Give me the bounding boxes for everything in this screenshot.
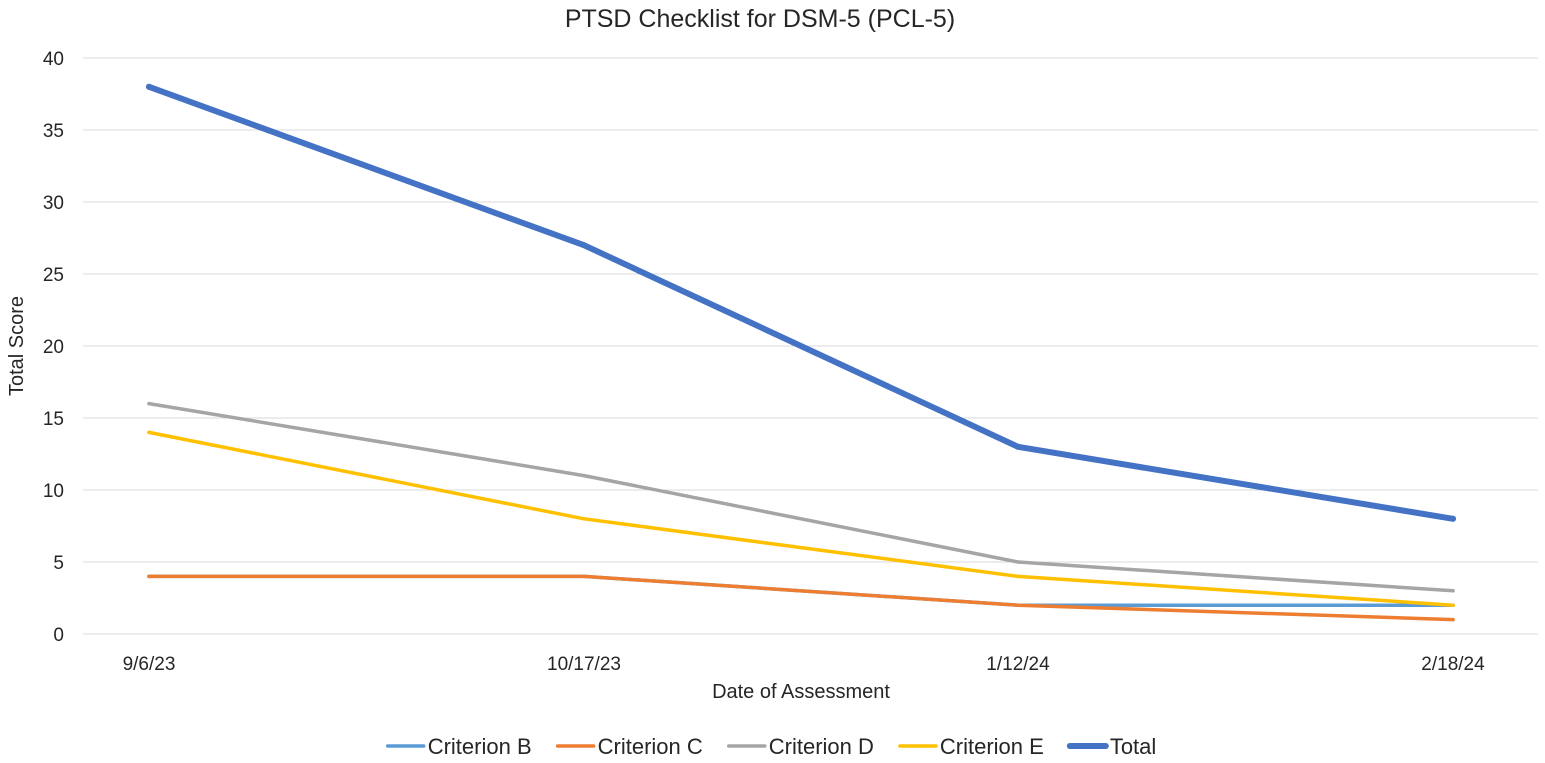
x-axis-title: Date of Assessment: [712, 681, 890, 703]
legend-item: Criterion C: [555, 734, 703, 759]
y-tick-label: 0: [53, 625, 64, 646]
legend-label: Criterion E: [940, 734, 1044, 759]
data-point-total: [1015, 443, 1021, 450]
series-total: [146, 83, 1456, 522]
data-point-criterion-d: [147, 401, 151, 406]
data-point-criterion-e: [1451, 603, 1455, 607]
x-tick-label: 2/18/24: [1421, 654, 1485, 675]
series-line-criterion-e: [147, 430, 1455, 607]
legend-label: Criterion B: [428, 734, 532, 759]
series-lines: [146, 83, 1456, 622]
data-point-criterion-d: [582, 473, 586, 478]
y-tick-label: 15: [43, 409, 64, 430]
data-point-criterion-d: [1016, 560, 1020, 564]
data-point-total: [581, 242, 587, 249]
legend-item: Criterion D: [727, 734, 874, 759]
legend-item: Total: [1066, 734, 1156, 759]
legend-label: Criterion C: [598, 734, 703, 759]
legend-label: Total: [1110, 734, 1156, 759]
data-point-criterion-c: [147, 574, 151, 579]
series-criterion-d: [147, 401, 1455, 593]
data-point-criterion-c: [1016, 603, 1020, 607]
legend-item: Criterion E: [898, 734, 1044, 759]
y-tick-label: 5: [53, 553, 64, 574]
series-line-total: [146, 83, 1456, 522]
data-point-total: [1450, 515, 1456, 522]
x-tick-label: 10/17/23: [547, 654, 621, 675]
series-criterion-e: [147, 430, 1455, 607]
y-tick-label: 20: [43, 337, 64, 358]
gridlines: [83, 57, 1538, 635]
data-point-total: [146, 83, 152, 90]
legend-item: Criterion B: [385, 734, 532, 759]
y-axis-ticks: 0 5 10 15 20 25 30 35 40: [43, 49, 64, 646]
legend: Criterion B Criterion C Criterion D Criteri…: [385, 734, 1156, 759]
y-tick-label: 30: [43, 193, 64, 214]
y-tick-label: 35: [43, 121, 64, 142]
data-point-criterion-c: [1451, 617, 1455, 622]
x-tick-label: 9/6/23: [123, 654, 176, 675]
x-axis-ticks: 9/6/23 10/17/23 1/12/24 2/18/24: [123, 654, 1486, 675]
series-criterion-c: [147, 574, 1455, 622]
series-line-criterion-c: [147, 574, 1455, 622]
x-tick-label: 1/12/24: [986, 654, 1050, 675]
legend-label: Criterion D: [769, 734, 874, 759]
data-point-criterion-e: [1016, 574, 1020, 579]
y-tick-label: 10: [43, 481, 64, 502]
series-line-criterion-d: [147, 401, 1455, 593]
y-axis-title: Total Score: [6, 296, 28, 396]
data-point-criterion-c: [582, 574, 586, 579]
y-tick-label: 40: [43, 49, 64, 70]
chart-title: PTSD Checklist for DSM-5 (PCL-5): [565, 5, 955, 33]
data-point-criterion-d: [1451, 589, 1455, 593]
data-point-criterion-e: [147, 430, 151, 435]
data-point-criterion-e: [582, 517, 586, 521]
y-tick-label: 25: [43, 265, 64, 286]
